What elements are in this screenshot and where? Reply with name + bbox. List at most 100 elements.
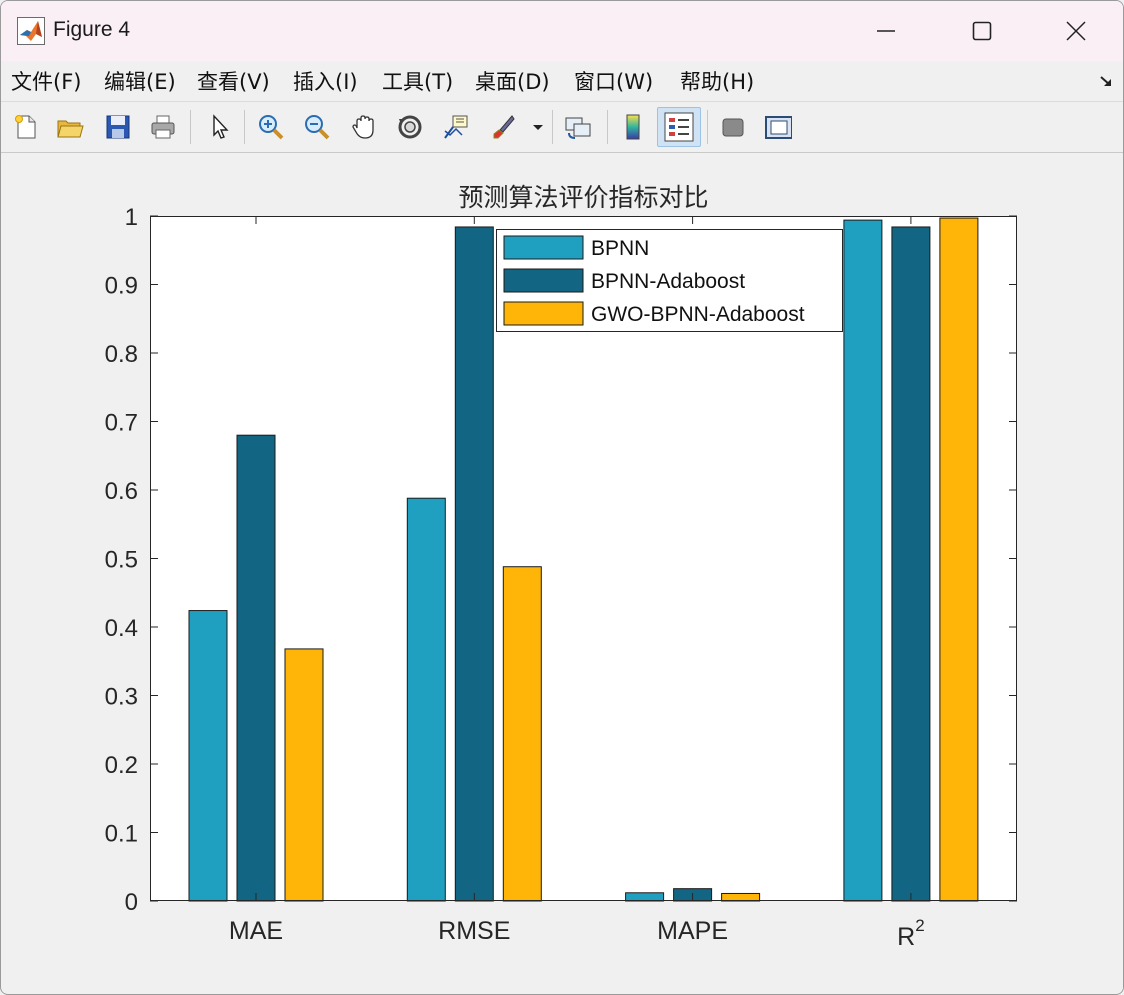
maximize-icon xyxy=(972,21,992,41)
legend-swatch xyxy=(503,235,584,260)
matlab-logo-icon xyxy=(17,17,45,45)
new-figure-icon xyxy=(15,115,36,139)
brush-dropdown-icon xyxy=(533,125,543,130)
window-title: Figure 4 xyxy=(53,18,131,41)
colorbar-button[interactable] xyxy=(616,110,650,144)
show-plot-tools-button[interactable] xyxy=(761,110,795,144)
menu-bar: 文件(F) 编辑(E) 查看(V) 插入(I) 工具(T) 桌面(D) 窗口(W… xyxy=(1,61,1123,99)
bar-bpnn-mape[interactable] xyxy=(625,892,665,902)
zoom-in-icon xyxy=(259,115,284,140)
axes-box xyxy=(150,216,1017,901)
bar-bpnn-mae[interactable] xyxy=(188,610,228,902)
toolbar-separator xyxy=(607,110,608,144)
zoom-out-button[interactable] xyxy=(300,110,334,144)
bar-bpnn-r[interactable] xyxy=(843,219,883,902)
pan-hand-icon xyxy=(352,115,374,139)
y-tick-label: 0 xyxy=(125,889,138,916)
bar-gwo-bpnn-adaboost-mae[interactable] xyxy=(284,648,324,902)
zoom-out-icon xyxy=(305,115,330,140)
close-button[interactable] xyxy=(1053,11,1099,51)
menu-desktop[interactable]: 桌面(D) xyxy=(475,70,550,94)
undock-arrow-icon[interactable] xyxy=(1099,75,1115,89)
data-cursor-icon xyxy=(444,115,468,139)
bar-gwo-bpnn-adaboost-mape[interactable] xyxy=(721,892,761,902)
legend-entry: BPNN-Adaboost xyxy=(591,270,745,293)
minimize-icon xyxy=(877,30,895,32)
menu-view[interactable]: 查看(V) xyxy=(197,70,270,94)
axis-ticks: 0 0.1 0.2 0.3 0.4 0.5 0.6 0.7 0.8 0.9 1 MAE RMSE MAPE… xyxy=(105,204,1017,951)
minimize-button[interactable] xyxy=(863,11,909,51)
select-pointer-icon xyxy=(213,114,229,139)
menu-insert[interactable]: 插入(I) xyxy=(293,70,358,94)
save-button[interactable] xyxy=(101,110,135,144)
x-tick-label-superscript: 2 xyxy=(915,916,924,935)
zoom-in-button[interactable] xyxy=(254,110,288,144)
legend[interactable]: BPNN BPNN-Adaboost GWO-BPNN-Adaboost xyxy=(496,229,843,332)
select-pointer-button[interactable] xyxy=(202,110,236,144)
bar-bpnn-adaboost-mae[interactable] xyxy=(236,434,276,902)
toolbar-separator xyxy=(552,110,553,144)
toolbar-separator xyxy=(244,110,245,144)
menu-file[interactable]: 文件(F) xyxy=(11,70,82,94)
brush-dropdown-button[interactable] xyxy=(529,110,547,144)
legend-button[interactable] xyxy=(657,107,701,147)
print-icon xyxy=(151,115,175,139)
menu-window[interactable]: 窗口(W) xyxy=(574,70,654,94)
x-tick-label: MAPE xyxy=(657,917,728,945)
legend-entry: GWO-BPNN-Adaboost xyxy=(591,303,805,326)
pan-button[interactable] xyxy=(347,110,381,144)
x-tick-label: R2 xyxy=(897,916,925,951)
menu-tools[interactable]: 工具(T) xyxy=(382,70,454,94)
bar-gwo-bpnn-adaboost-r[interactable] xyxy=(939,217,979,902)
toolbar-separator xyxy=(190,110,191,144)
menu-edit[interactable]: 编辑(E) xyxy=(104,70,176,94)
y-tick-label: 0.2 xyxy=(105,752,138,779)
figure-canvas[interactable]: 预测算法评价指标对比 0 0.1 0.2 0.3 0.4 0.5 0.6 0.7 0.8 0.9 1… xyxy=(2,153,1123,993)
x-tick-label: RMSE xyxy=(438,917,510,945)
bar-bpnn-adaboost-rmse[interactable] xyxy=(454,226,494,902)
print-button[interactable] xyxy=(146,110,180,144)
legend-swatch xyxy=(503,268,584,293)
chart-title: 预测算法评价指标对比 xyxy=(458,183,708,212)
colorbar-icon xyxy=(626,114,640,140)
link-plot-icon xyxy=(565,117,591,139)
title-bar[interactable]: Figure 4 xyxy=(1,1,1123,61)
y-tick-label: 0.3 xyxy=(105,684,138,711)
x-tick-label: MAE xyxy=(229,917,283,945)
open-file-button[interactable] xyxy=(53,110,87,144)
y-tick-label: 0.5 xyxy=(105,547,138,574)
legend-icon xyxy=(664,112,694,142)
y-tick-label: 0.6 xyxy=(105,478,138,505)
brush-button[interactable] xyxy=(485,110,519,144)
data-cursor-button[interactable] xyxy=(439,110,473,144)
bar-bpnn-adaboost-r[interactable] xyxy=(891,226,931,902)
menu-help[interactable]: 帮助(H) xyxy=(680,70,755,94)
rotate-3d-icon xyxy=(398,115,422,139)
y-tick-label: 0.4 xyxy=(105,615,138,642)
bar-chart[interactable]: 预测算法评价指标对比 0 0.1 0.2 0.3 0.4 0.5 0.6 0.7 0.8 0.9 1… xyxy=(2,153,1123,993)
open-file-icon xyxy=(57,120,84,138)
figure-toolbar xyxy=(1,101,1123,153)
new-figure-button[interactable] xyxy=(9,110,43,144)
save-icon xyxy=(106,115,130,139)
y-tick-label: 0.1 xyxy=(105,821,138,848)
x-tick-label-base: R xyxy=(897,923,915,951)
bar-bpnn-rmse[interactable] xyxy=(406,497,446,902)
bars-group xyxy=(188,217,979,902)
y-tick-label: 1 xyxy=(125,204,138,231)
show-plot-tools-icon xyxy=(765,116,792,139)
bar-gwo-bpnn-adaboost-rmse[interactable] xyxy=(502,566,542,902)
link-plot-button[interactable] xyxy=(561,110,595,144)
close-icon xyxy=(1066,21,1086,41)
hide-plot-tools-button[interactable] xyxy=(716,110,750,144)
toolbar-separator xyxy=(707,110,708,144)
maximize-button[interactable] xyxy=(959,11,1005,51)
y-tick-label: 0.9 xyxy=(105,273,138,300)
rotate-3d-button[interactable] xyxy=(393,110,427,144)
legend-swatch xyxy=(503,301,584,326)
brush-icon xyxy=(493,115,515,139)
y-tick-label: 0.8 xyxy=(105,341,138,368)
legend-entry: BPNN xyxy=(591,237,649,260)
y-tick-label: 0.7 xyxy=(105,410,138,437)
